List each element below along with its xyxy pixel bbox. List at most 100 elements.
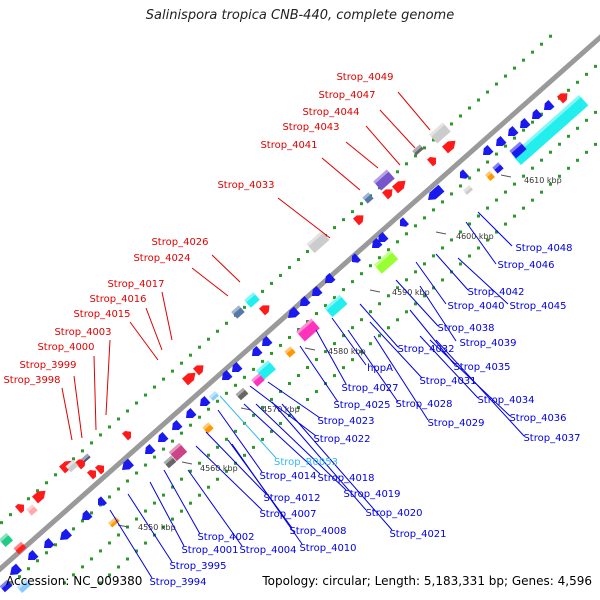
guide-dot (495, 82, 498, 86)
guide-dot (423, 262, 426, 266)
gene-block (463, 185, 473, 195)
guide-dot (270, 351, 273, 355)
guide-dot (495, 152, 498, 156)
guide-dot (405, 278, 408, 282)
gene-label-strop-4031: Strop_4031 (419, 376, 476, 387)
label-leader (187, 469, 243, 547)
gene-label-strop-4045: Strop_4045 (509, 301, 566, 312)
guide-dot (405, 162, 408, 166)
guide-dot (378, 302, 381, 306)
gene-label-strop-4039: Strop_4039 (459, 338, 516, 349)
gene-block (209, 391, 219, 401)
guide-dot (135, 549, 138, 553)
gene-block (202, 422, 214, 434)
guide-dot (270, 429, 273, 433)
guide-dot (207, 407, 210, 411)
tick-label: 4590 kbp (392, 288, 430, 297)
gene-label-strop-4047: Strop_4047 (318, 90, 375, 101)
tick-label: 4610 kbp (524, 176, 562, 185)
guide-dot (117, 417, 120, 421)
gene-label-strop-4026: Strop_4026 (151, 237, 208, 248)
tick-mark (500, 174, 512, 178)
gene-block (511, 94, 589, 166)
guide-dot (198, 493, 201, 497)
reverse-gene-arrow (232, 362, 243, 373)
guide-dot (207, 337, 210, 341)
label-leader (73, 375, 83, 439)
reverse-gene-arrow (428, 184, 445, 200)
guide-dot (387, 326, 390, 330)
reverse-gene-arrow (145, 444, 156, 455)
guide-dot (396, 240, 399, 244)
guide-dot (189, 423, 192, 427)
gene-label-strop-3994: Strop_3994 (149, 577, 206, 588)
gene-label-strop-4001: Strop_4001 (181, 545, 238, 556)
gene-label-strop-4034: Strop_4034 (477, 395, 534, 406)
forward-gene-arrow (87, 469, 96, 480)
label-leader (409, 309, 455, 365)
guide-dot (252, 445, 255, 449)
guide-dot (594, 110, 597, 114)
guide-dot (171, 439, 174, 443)
guide-dot (45, 481, 48, 485)
guide-dot (243, 453, 246, 457)
gene-label-strop-4029: Strop_4029 (427, 418, 484, 429)
guide-dot (72, 573, 75, 577)
tick-mark (369, 289, 381, 293)
gene-block (256, 360, 276, 380)
reverse-gene-arrow (372, 238, 383, 249)
guide-dot (468, 222, 471, 226)
label-leader (369, 321, 423, 379)
guide-dot (513, 136, 516, 140)
gene-label-strop-4008: Strop_4008 (289, 526, 346, 537)
guide-dot (585, 150, 588, 154)
gene-label-strop-4035: Strop_4035 (453, 362, 510, 373)
gene-label-strop-4018: Strop_4018 (317, 473, 374, 484)
gene-label-strop-4042: Strop_4042 (467, 287, 524, 298)
forward-gene-arrow (75, 459, 86, 470)
guide-dot (351, 210, 354, 214)
guide-dot (252, 413, 255, 417)
tick-mark (240, 407, 252, 411)
guide-dot (396, 170, 399, 174)
forward-gene-arrow (442, 140, 456, 154)
guide-dot (432, 138, 435, 142)
gene-block (231, 305, 245, 319)
guide-dot (261, 437, 264, 441)
reverse-gene-arrow (508, 126, 519, 137)
gene-label-strop-4036: Strop_4036 (509, 413, 566, 424)
guide-dot (180, 361, 183, 365)
guide-dot (18, 575, 21, 579)
guide-dot (414, 224, 417, 228)
gene-label-strop-4010: Strop_4010 (299, 543, 356, 554)
guide-dot (198, 461, 201, 465)
guide-dot (459, 262, 462, 266)
gene-label-strop-4040: Strop_4040 (447, 301, 504, 312)
guide-dot (162, 525, 165, 529)
guide-dot (495, 198, 498, 202)
gene-label-strop-4028: Strop_4028 (395, 399, 452, 410)
genome-backbone (0, 34, 600, 573)
label-leader (477, 211, 513, 247)
guide-dot (432, 286, 435, 290)
label-leader (321, 157, 361, 191)
guide-dot (225, 469, 228, 473)
guide-dot (306, 250, 309, 254)
guide-dot (486, 238, 489, 242)
guide-dot (450, 238, 453, 242)
guide-dot (144, 509, 147, 513)
gene-block (362, 192, 374, 204)
label-leader (379, 109, 416, 149)
guide-dot (72, 527, 75, 531)
guide-dot (279, 421, 282, 425)
guide-dot (90, 557, 93, 561)
guide-dot (162, 377, 165, 381)
gene-features (0, 93, 589, 593)
guide-dot (234, 383, 237, 387)
reverse-gene-arrow (60, 528, 72, 540)
label-leader (365, 125, 401, 166)
guide-dot (216, 399, 219, 403)
guide-dot (54, 473, 57, 477)
guide-dot (477, 246, 480, 250)
